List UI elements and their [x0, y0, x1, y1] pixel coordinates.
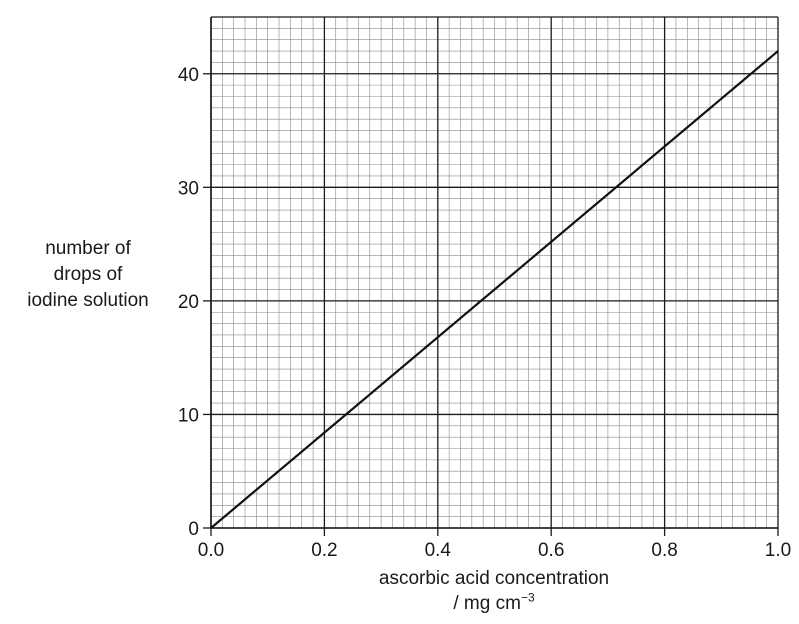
- x-axis-label-line: ascorbic acid concentration: [378, 568, 610, 589]
- y-axis-label-line: iodine solution: [27, 290, 149, 311]
- y-tick-label: 20: [178, 292, 199, 313]
- x-axis-unit: / mg cm−3: [294, 591, 694, 616]
- axes: [210, 17, 778, 529]
- ticks: 0.0 0.2 0.4 0.6 0.8 1.0 0 10 20 30 40: [178, 65, 791, 561]
- x-tick-label: 0.4: [425, 540, 452, 561]
- y-tick-label: 40: [178, 65, 199, 86]
- series-line: [210, 50, 779, 529]
- x-tick-label: 0.6: [538, 540, 564, 561]
- x-tick-label: 0.8: [651, 540, 677, 561]
- minor-grid: [211, 16, 778, 528]
- y-tick-label: 10: [178, 405, 199, 426]
- x-axis-unit-exponent: −3: [520, 590, 535, 605]
- series-layer: [210, 50, 779, 529]
- y-tick-label: 30: [178, 178, 199, 199]
- y-axis-label-line: drops of: [53, 264, 123, 285]
- x-tick-label: 1.0: [765, 540, 791, 561]
- y-axis-label: number of drops of iodine solution: [8, 236, 168, 314]
- x-axis-unit-text: / mg cm: [453, 593, 521, 614]
- y-tick-label: 0: [188, 519, 199, 540]
- x-tick-label: 0.0: [198, 540, 224, 561]
- x-axis-label: ascorbic acid concentration / mg cm−3: [294, 566, 694, 616]
- y-axis-label-line: number of: [45, 238, 131, 259]
- x-tick-label: 0.2: [311, 540, 337, 561]
